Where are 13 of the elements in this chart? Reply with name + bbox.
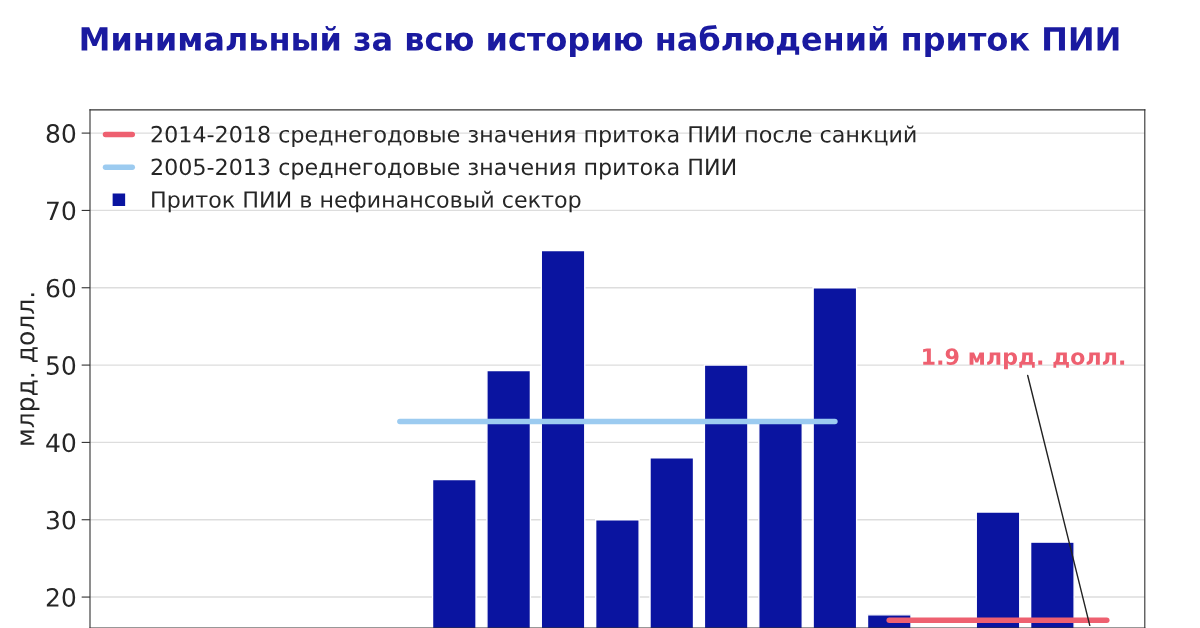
y-tick-label: 80 (46, 124, 76, 143)
legend-label: 2014-2018 среднегодовые значения притока ПИИ после санкций (151, 125, 916, 147)
annotation: 1.9 млрд. долл. (923, 348, 1125, 370)
legend-label: Приток ПИИ в нефинансовый сектор (152, 190, 581, 213)
y-axis-title: млрд. долл. (20, 293, 40, 445)
y-tick-label: 20 (46, 588, 76, 607)
legend-label: 2005-2013 среднегодовые значения притока ПИИ (151, 158, 736, 180)
y-tick-label: 70 (47, 201, 76, 221)
y-tick-label: 60 (46, 278, 76, 298)
chart-title: Минимальный за всю историю наблюдений приток ПИИ (81, 25, 1119, 58)
y-tick-label: 50 (46, 356, 76, 375)
y-tick-label: 30 (46, 510, 76, 530)
y-tick-label: 40 (46, 433, 76, 453)
